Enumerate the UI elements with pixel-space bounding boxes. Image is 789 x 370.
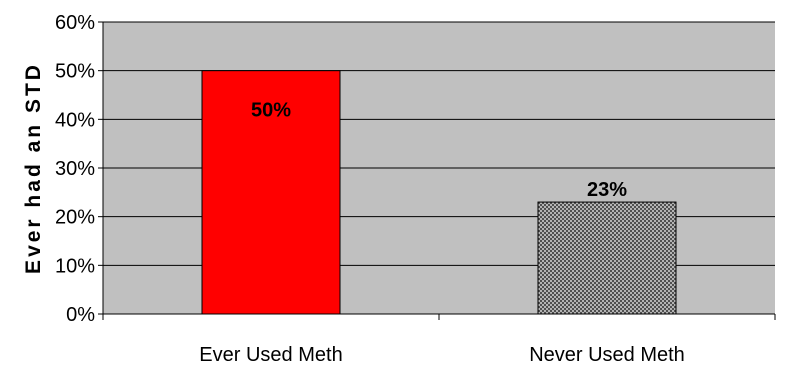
x-tick-label: Never Used Meth (529, 344, 685, 366)
y-axis-ticks: 0% 10% 20% 30% 40% 50% 60% (55, 12, 103, 326)
data-label: 23% (587, 179, 627, 201)
y-tick-label: 10% (55, 255, 95, 277)
bar-0 (201, 70, 341, 315)
bars (201, 70, 677, 315)
y-tick-label: 50% (55, 61, 95, 83)
y-tick-label: 30% (55, 158, 95, 180)
y-axis-title: Ever had an STD (22, 62, 45, 274)
x-tick-label: Ever Used Meth (199, 344, 342, 366)
y-tick-label: 20% (55, 207, 95, 229)
data-label: 50% (251, 100, 291, 122)
y-tick-label: 60% (55, 12, 95, 34)
data-labels: 50% 23% (251, 100, 627, 201)
x-axis-ticks: Ever Used Meth Never Used Meth (102, 314, 776, 366)
bar-1 (537, 201, 677, 315)
y-tick-label: 0% (66, 304, 95, 326)
y-tick-label: 40% (55, 109, 95, 131)
